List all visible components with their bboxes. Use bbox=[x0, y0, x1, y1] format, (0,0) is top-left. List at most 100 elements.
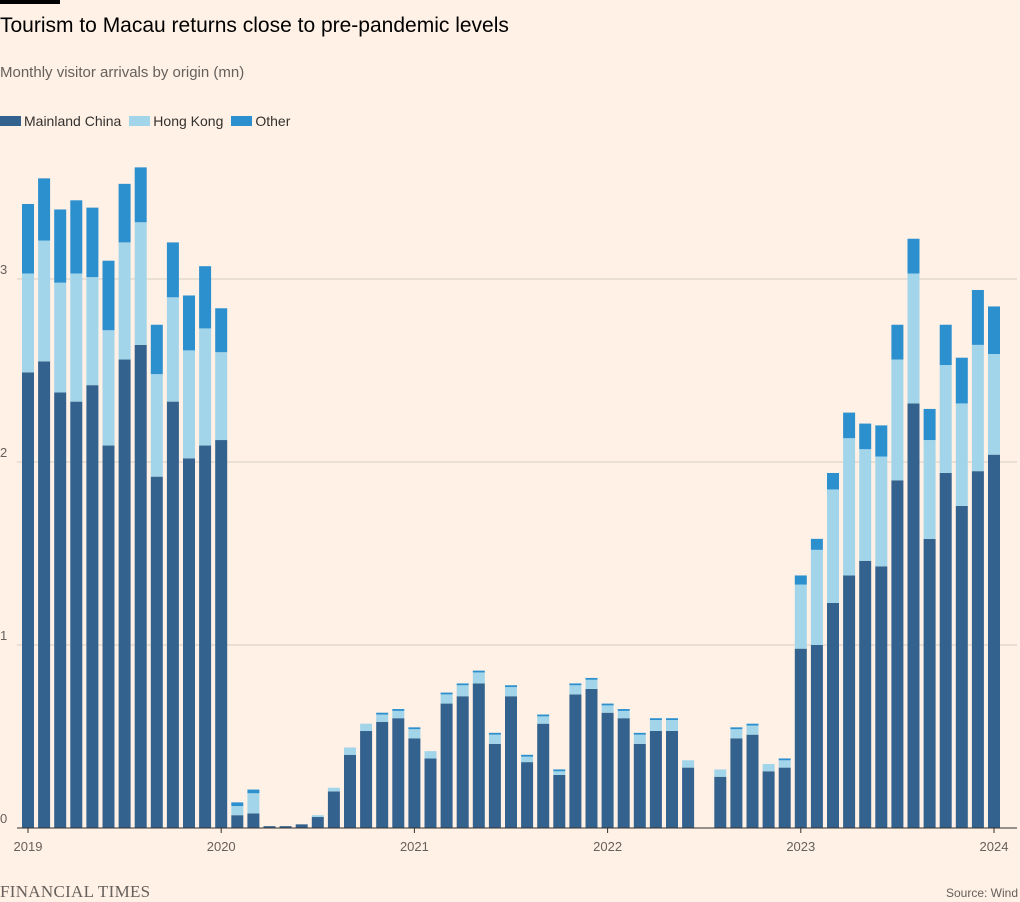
legend-item-hong-kong: Hong Kong bbox=[129, 113, 223, 129]
bar-2021-06-other bbox=[488, 732, 501, 735]
bar-2019-10-other bbox=[166, 242, 179, 298]
legend-item-other: Other bbox=[231, 113, 290, 129]
bar-2023-09-other bbox=[923, 408, 936, 441]
x-tick-label-2021: 2021 bbox=[400, 839, 429, 854]
bar-2020-02-mainland-china bbox=[231, 815, 244, 828]
bar-2022-12-other bbox=[778, 758, 791, 761]
bar-2020-07-mainland-china bbox=[311, 817, 324, 828]
bar-2019-09-mainland-china bbox=[150, 476, 163, 828]
bar-2020-11-mainland-china bbox=[376, 721, 389, 828]
bar-2021-05-other bbox=[472, 670, 485, 673]
y-tick-label-3: 3 bbox=[0, 262, 7, 277]
bar-2019-02-other bbox=[38, 178, 51, 241]
bar-2022-05-hong-kong bbox=[666, 720, 678, 732]
bar-2019-07-hong-kong bbox=[118, 242, 131, 360]
bar-2023-03-mainland-china bbox=[827, 602, 839, 828]
bar-2019-05-hong-kong bbox=[86, 277, 99, 386]
bar-2021-06-hong-kong bbox=[488, 734, 501, 744]
bar-2020-10-hong-kong bbox=[360, 723, 373, 732]
bar-2019-02-mainland-china bbox=[38, 361, 51, 828]
bar-2020-12-mainland-china bbox=[392, 718, 405, 828]
bar-2022-04-mainland-china bbox=[649, 731, 662, 828]
bar-2020-11-other bbox=[376, 712, 389, 715]
bar-2020-03-hong-kong bbox=[247, 793, 260, 814]
bar-2023-12-mainland-china bbox=[971, 471, 984, 828]
bar-2022-03-hong-kong bbox=[633, 734, 646, 744]
bar-2022-05-mainland-china bbox=[666, 731, 678, 828]
bar-2023-07-mainland-china bbox=[891, 480, 904, 828]
bar-2020-01-mainland-china bbox=[215, 440, 228, 828]
bar-2023-08-hong-kong bbox=[907, 273, 920, 404]
bar-2019-06-mainland-china bbox=[102, 445, 115, 828]
bar-2023-04-hong-kong bbox=[843, 438, 856, 576]
bar-2022-12-hong-kong bbox=[778, 760, 791, 768]
bar-2021-03-hong-kong bbox=[440, 694, 453, 704]
bar-2020-10-mainland-china bbox=[360, 731, 373, 828]
bar-2020-02-other bbox=[231, 802, 244, 807]
bar-2022-03-other bbox=[633, 732, 646, 735]
bar-2019-03-mainland-china bbox=[54, 392, 67, 828]
bar-2019-01-hong-kong bbox=[22, 273, 34, 373]
bar-2022-03-mainland-china bbox=[633, 743, 646, 828]
bar-2021-03-mainland-china bbox=[440, 703, 453, 828]
bar-2023-08-mainland-china bbox=[907, 403, 920, 828]
bar-2021-01-other bbox=[408, 727, 421, 730]
ft-top-bar bbox=[0, 0, 60, 4]
x-tick-label-2020: 2020 bbox=[207, 839, 236, 854]
bar-2020-03-mainland-china bbox=[247, 813, 260, 828]
bar-2022-10-mainland-china bbox=[746, 734, 759, 828]
bar-2023-10-mainland-china bbox=[939, 472, 952, 828]
x-tick-label-2022: 2022 bbox=[593, 839, 622, 854]
bar-2019-12-other bbox=[199, 266, 212, 329]
bar-2024-01-hong-kong bbox=[988, 354, 1000, 455]
bar-2019-07-other bbox=[118, 183, 131, 243]
bar-2020-01-hong-kong bbox=[215, 352, 228, 441]
bar-2022-02-other bbox=[617, 709, 630, 711]
bar-2019-09-hong-kong bbox=[150, 374, 163, 477]
bar-2022-04-hong-kong bbox=[649, 720, 662, 732]
bar-2021-07-other bbox=[505, 685, 517, 688]
bar-2022-09-hong-kong bbox=[730, 729, 743, 739]
bar-2023-01-hong-kong bbox=[794, 584, 807, 649]
chart-legend: Mainland China Hong Kong Other bbox=[0, 113, 298, 129]
bar-2021-09-hong-kong bbox=[537, 716, 550, 724]
bar-2021-12-other bbox=[585, 677, 598, 680]
bar-2022-06-hong-kong bbox=[682, 760, 695, 768]
bar-2023-02-other bbox=[810, 538, 823, 550]
bar-2022-09-other bbox=[730, 727, 743, 730]
bar-2023-07-hong-kong bbox=[891, 359, 904, 481]
y-tick-label-1: 1 bbox=[0, 628, 7, 643]
bar-2021-05-mainland-china bbox=[472, 683, 485, 828]
bar-2019-11-mainland-china bbox=[183, 458, 195, 828]
bar-2019-02-hong-kong bbox=[38, 240, 51, 362]
bar-2022-08-hong-kong bbox=[714, 769, 727, 777]
bar-2023-02-hong-kong bbox=[810, 549, 823, 645]
chart-subtitle: Monthly visitor arrivals by origin (mn) bbox=[0, 64, 245, 81]
bar-2021-10-other bbox=[553, 769, 566, 772]
legend-swatch-mainland-china bbox=[0, 116, 21, 126]
bar-2019-08-mainland-china bbox=[134, 344, 147, 828]
bar-2023-08-other bbox=[907, 238, 920, 274]
bar-2023-06-other bbox=[875, 425, 888, 457]
bar-2021-08-hong-kong bbox=[521, 756, 534, 763]
bar-2023-03-other bbox=[827, 472, 839, 490]
bar-2020-09-mainland-china bbox=[344, 754, 356, 828]
legend-label-mainland-china: Mainland China bbox=[24, 113, 122, 129]
legend-swatch-hong-kong bbox=[129, 116, 151, 126]
bar-2021-09-other bbox=[537, 714, 550, 717]
bar-2023-04-mainland-china bbox=[843, 575, 856, 828]
legend-swatch-other bbox=[231, 116, 253, 126]
bar-2023-01-mainland-china bbox=[794, 648, 807, 828]
bar-2021-08-mainland-china bbox=[521, 762, 534, 828]
bar-2022-12-mainland-china bbox=[778, 767, 791, 828]
bar-2022-08-mainland-china bbox=[714, 776, 727, 828]
bar-2023-09-hong-kong bbox=[923, 440, 936, 539]
bar-2019-12-mainland-china bbox=[199, 445, 212, 828]
bar-2022-11-mainland-china bbox=[762, 771, 775, 828]
bar-2021-12-mainland-china bbox=[585, 688, 598, 828]
bar-2021-04-mainland-china bbox=[456, 696, 469, 828]
bar-2019-04-hong-kong bbox=[70, 273, 83, 402]
bar-2022-01-mainland-china bbox=[601, 712, 614, 828]
bar-2022-02-mainland-china bbox=[617, 718, 630, 828]
bar-2022-04-other bbox=[649, 718, 662, 721]
